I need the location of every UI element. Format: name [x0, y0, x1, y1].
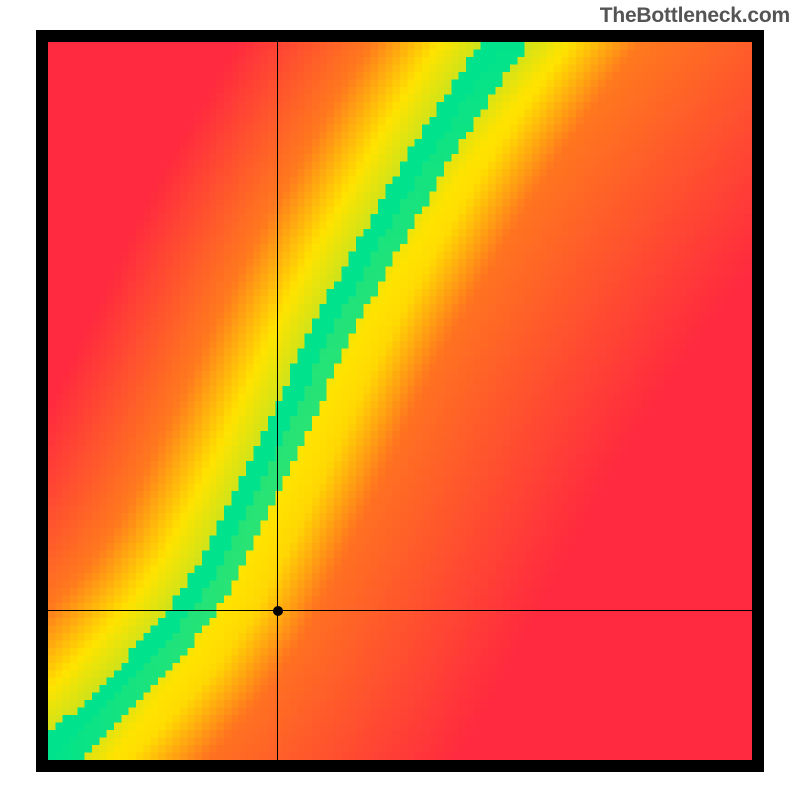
- heatmap-canvas: [48, 42, 752, 760]
- crosshair-horizontal: [48, 610, 752, 611]
- attribution-text: TheBottleneck.com: [600, 4, 790, 28]
- crosshair-vertical: [277, 42, 278, 760]
- crosshair-dot: [273, 606, 283, 616]
- page-root: TheBottleneck.com: [0, 0, 800, 800]
